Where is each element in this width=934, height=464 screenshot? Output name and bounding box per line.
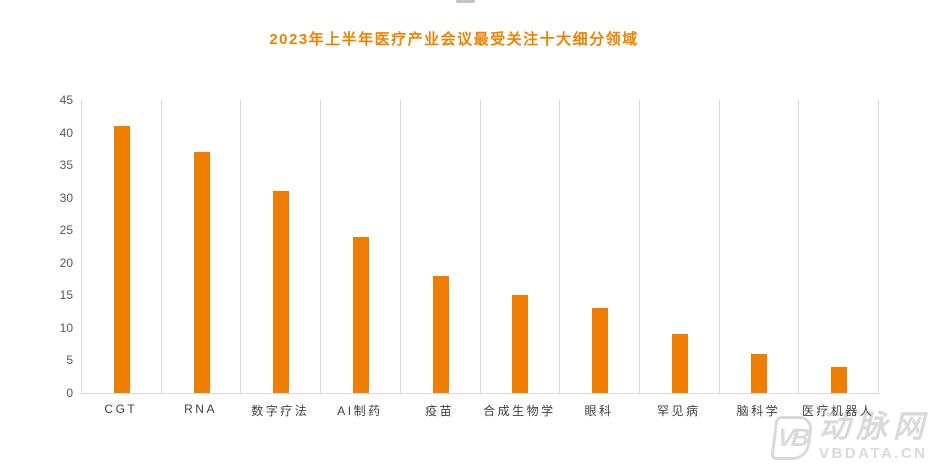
watermark-brand-text: 动脉网 [819,409,930,444]
vertical-gridline [559,100,561,393]
bar-RNA [193,152,210,393]
y-axis-tick-label: 25 [59,223,73,238]
watermark-domain-text: VBDATA.CN [819,445,928,462]
bar-AI制药 [352,236,369,393]
y-axis-tick-label: 20 [59,255,73,270]
y-axis-tick-label: 35 [59,158,73,173]
vbdata-watermark: VB 动脉网 VBDATA.CN [770,411,930,462]
vertical-gridline [479,100,481,393]
y-axis-tick-label: 40 [59,125,73,140]
vertical-gridline [399,100,401,393]
vertical-gridline [878,100,879,393]
cropped-ui-artifact [456,0,475,3]
watermark-text: 动脉网 VBDATA.CN [819,411,930,462]
vb-logo-icon: VB [770,416,814,460]
x-axis-category-label: 医疗机器人 [801,404,875,418]
x-axis-category-label: 脑科学 [736,404,781,418]
chart-title: 2023年上半年医疗产业会议最受关注十大细分领域 [269,31,639,48]
x-axis-category-label: 眼科 [584,404,614,418]
vertical-gridline [320,100,322,393]
y-axis-tick-label: 45 [59,93,73,107]
bar-数字疗法 [273,191,290,393]
x-axis-category-label: CGT [104,402,138,416]
x-axis-category-label: 疫苗 [425,404,455,418]
plot-area [81,100,879,394]
y-axis-tick-label: 0 [66,386,73,400]
y-axis-tick-label: 5 [66,353,73,368]
vertical-gridline [718,100,720,393]
bar-医疗机器人 [831,366,848,393]
x-axis-category-label: 合成生物学 [483,404,556,418]
vertical-gridline [240,100,242,393]
bar-罕见病 [671,334,688,393]
y-axis-tick-label: 30 [59,190,73,205]
bar-合成生物学 [512,295,529,393]
x-axis-category-label: 罕见病 [656,404,701,418]
y-axis-tick-label: 10 [59,320,73,335]
x-axis-category-label: 数字疗法 [251,404,310,418]
vb-logo-text: VB [775,423,809,452]
bar-疫苗 [432,275,449,393]
vertical-gridline [638,100,640,393]
y-axis-tick-label: 15 [59,288,73,303]
vertical-gridline [798,100,800,393]
x-axis-category-label: RNA [184,402,217,416]
bar-脑科学 [751,353,768,393]
bar-CGT [113,126,130,393]
bar-眼科 [592,308,609,393]
x-axis-category-label: AI制药 [337,404,383,418]
vertical-gridline [160,100,162,393]
